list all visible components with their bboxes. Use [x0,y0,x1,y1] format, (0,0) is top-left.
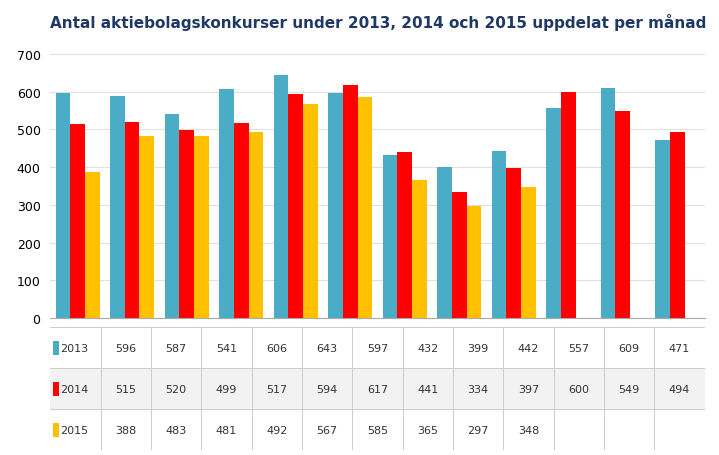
Bar [139,136,154,318]
Bar [53,382,59,396]
Text: 483: 483 [165,425,187,435]
Bar [506,169,521,318]
Text: 517: 517 [266,384,288,394]
Text: 596: 596 [115,343,137,353]
Bar [85,172,100,318]
Text: 557: 557 [568,343,590,353]
Bar [70,124,85,318]
Text: 515: 515 [115,384,137,394]
Text: 549: 549 [618,384,640,394]
Bar [55,94,70,318]
Bar [50,410,705,450]
Bar [50,328,705,369]
Bar [467,207,481,318]
Text: 471: 471 [669,343,690,353]
Bar [546,108,561,318]
Text: 432: 432 [417,343,439,353]
Bar [219,90,234,318]
Bar [288,95,303,318]
Bar [561,92,576,318]
Bar [125,122,139,318]
Bar [655,141,670,318]
Bar [521,187,536,318]
Bar [234,124,249,318]
Text: 399: 399 [467,343,489,353]
Text: 499: 499 [216,384,237,394]
Text: 541: 541 [216,343,237,353]
Bar [53,423,59,437]
Text: Antal aktiebolagskonkurser under 2013, 2014 och 2015 uppdelat per månad: Antal aktiebolagskonkurser under 2013, 2… [50,14,707,30]
Bar [383,156,398,318]
Text: 297: 297 [467,425,489,435]
Bar [398,152,412,318]
Bar [452,192,467,318]
Text: 441: 441 [417,384,439,394]
Bar [50,369,705,410]
Bar [601,89,615,318]
Text: 2013: 2013 [60,343,88,353]
Bar [357,98,372,318]
Text: 567: 567 [316,425,338,435]
Text: 606: 606 [266,343,288,353]
Bar [670,132,684,318]
Bar [303,105,318,318]
Text: 492: 492 [266,425,288,435]
Bar [179,131,194,318]
Bar [615,111,630,318]
Bar [328,93,343,318]
Bar [437,168,452,318]
Text: 2014: 2014 [60,384,88,394]
Text: 609: 609 [618,343,640,353]
Text: 397: 397 [518,384,539,394]
Text: 365: 365 [417,425,439,435]
Bar [110,97,125,318]
Text: 2015: 2015 [60,425,88,435]
Text: 643: 643 [316,343,338,353]
Text: 600: 600 [568,384,590,394]
Text: 494: 494 [669,384,690,394]
Bar [343,86,357,318]
Text: 594: 594 [316,384,338,394]
Text: 481: 481 [216,425,237,435]
Bar [53,341,59,355]
Bar [194,137,209,318]
Text: 520: 520 [165,384,187,394]
Bar [492,152,506,318]
Text: 585: 585 [367,425,388,435]
Text: 388: 388 [115,425,137,435]
Text: 348: 348 [518,425,539,435]
Text: 617: 617 [367,384,388,394]
Text: 442: 442 [518,343,539,353]
Bar [274,76,288,318]
Text: 587: 587 [165,343,187,353]
Bar [165,115,179,318]
Text: 597: 597 [367,343,388,353]
Text: 334: 334 [467,384,489,394]
Bar [249,133,263,318]
Bar [412,181,427,318]
